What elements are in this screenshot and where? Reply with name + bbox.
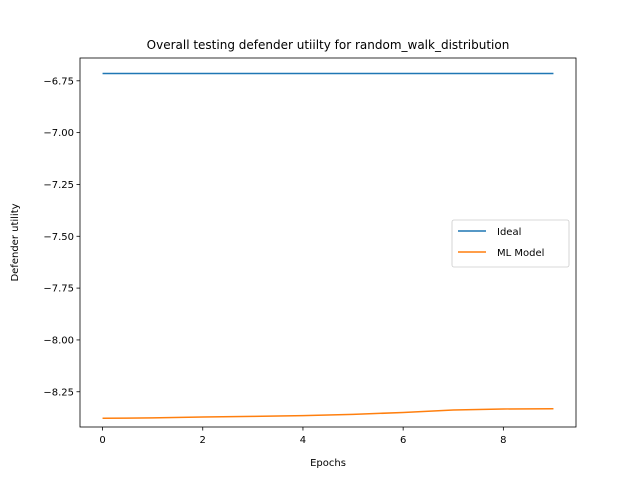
x-tick-label: 0 bbox=[99, 435, 105, 446]
legend-label-ideal: Ideal bbox=[497, 227, 521, 238]
y-tick-label: −7.00 bbox=[43, 128, 74, 139]
y-tick-label: −8.00 bbox=[43, 335, 74, 346]
y-tick-label: −6.75 bbox=[43, 76, 74, 87]
y-tick-label: −7.25 bbox=[43, 180, 74, 191]
x-axis: 0 2 4 6 8 bbox=[99, 427, 507, 446]
plot-area-frame bbox=[79, 57, 577, 428]
legend: Ideal ML Model bbox=[451, 219, 570, 268]
series-lines bbox=[102, 72, 554, 420]
legend-label-ml-model: ML Model bbox=[497, 248, 544, 259]
y-axis: −6.75 −7.00 −7.25 −7.50 −7.75 −8.00 −8.25 bbox=[43, 76, 80, 398]
y-tick-label: −7.50 bbox=[43, 232, 74, 243]
x-axis-title: Epochs bbox=[310, 458, 346, 469]
chart-title: Overall testing defender utiilty for ran… bbox=[147, 38, 510, 52]
x-tick-label: 6 bbox=[400, 435, 406, 446]
series-line-ml-model bbox=[102, 408, 554, 420]
x-tick-label: 4 bbox=[300, 435, 306, 446]
x-tick-label: 8 bbox=[500, 435, 506, 446]
y-tick-label: −8.25 bbox=[43, 387, 74, 398]
x-tick-label: 2 bbox=[200, 435, 206, 446]
y-axis-title: Defender utility bbox=[10, 203, 21, 281]
y-tick-label: −7.75 bbox=[43, 284, 74, 295]
